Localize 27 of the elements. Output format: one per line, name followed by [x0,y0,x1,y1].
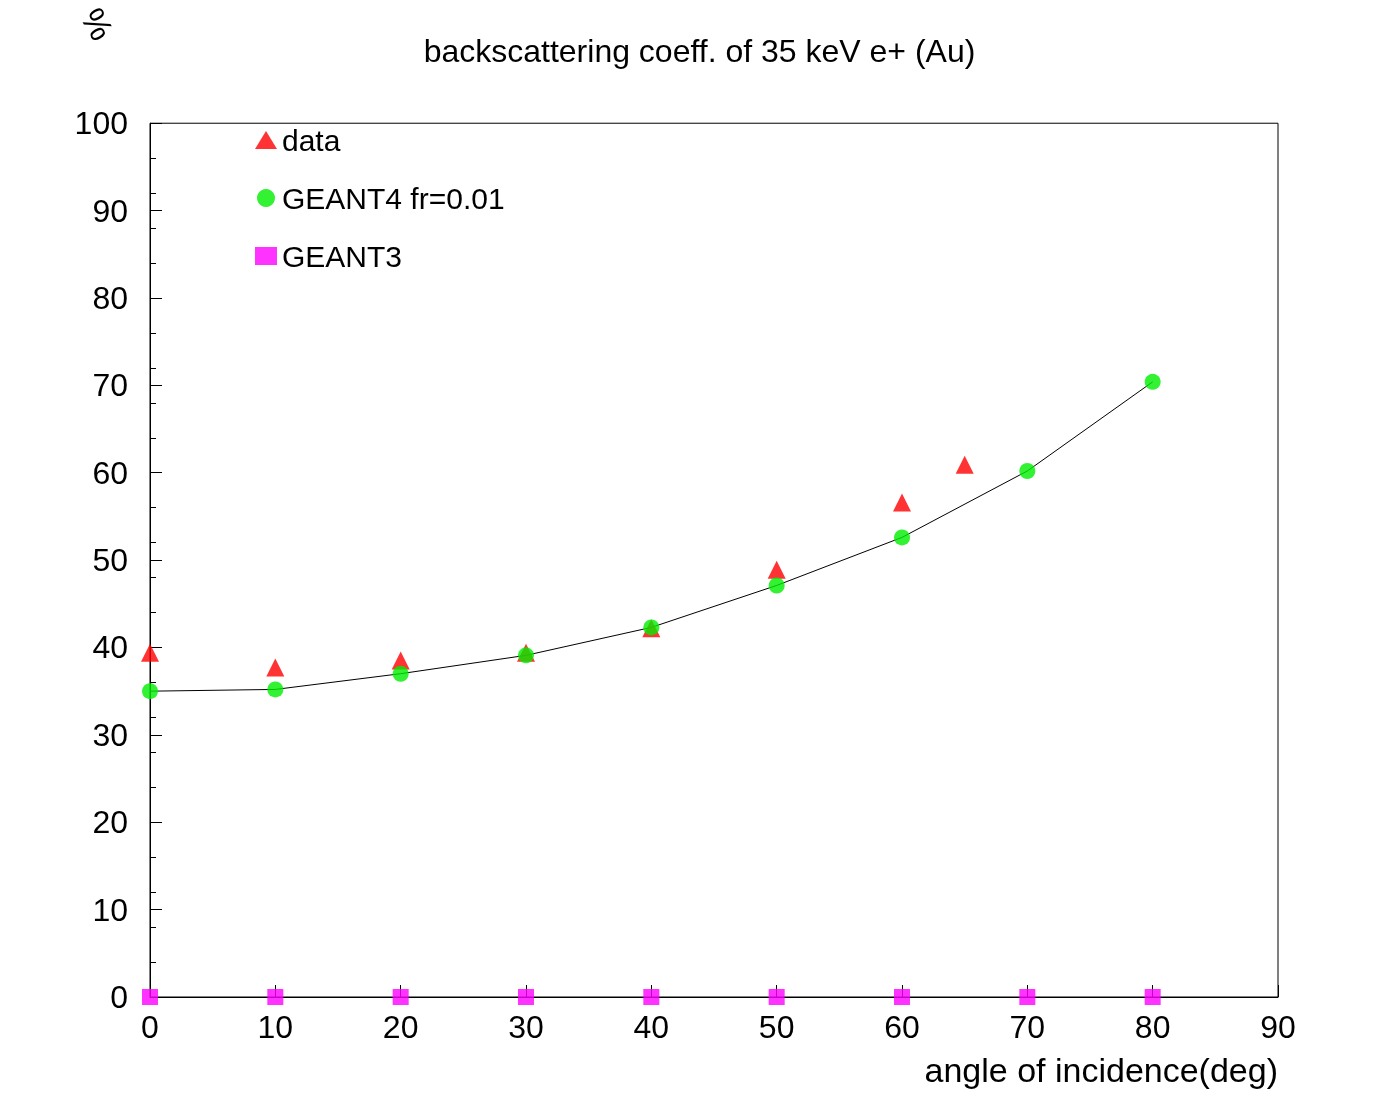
y-tick-label: 30 [92,716,128,753]
legend-label: GEANT3 [282,239,403,273]
x-tick-label: 90 [1260,1009,1296,1045]
x-tick-label: 40 [633,1009,670,1045]
x-tick-label: 80 [1134,1009,1171,1045]
y-tick-label: 10 [92,891,128,928]
x-tick-label: 0 [141,1009,159,1045]
x-axis-title: angle of incidence(deg) [924,1051,1278,1089]
x-tick-label: 20 [382,1009,419,1045]
y-tick-label: 50 [92,542,128,579]
y-tick-label: 0 [110,979,128,1015]
legend-label: data [282,123,341,157]
x-tick-label: 30 [508,1009,544,1045]
y-tick-label: 40 [92,629,128,666]
y-tick-label: 70 [92,367,128,404]
x-tick-label: 50 [758,1009,795,1045]
y-axis-title: % [73,1,122,47]
y-tick-label: 90 [92,192,128,229]
x-tick-label: 60 [884,1009,920,1045]
y-tick-label: 100 [74,105,128,142]
x-tick-label: 70 [1009,1009,1046,1045]
chart-title: backscattering coeff. of 35 keV e+ (Au) [423,33,976,69]
legend-label: GEANT4 fr=0.01 [282,181,505,215]
y-tick-label: 60 [92,454,128,491]
y-tick-label: 20 [92,804,128,841]
y-tick-label: 80 [92,279,128,316]
x-tick-label: 10 [257,1009,294,1045]
